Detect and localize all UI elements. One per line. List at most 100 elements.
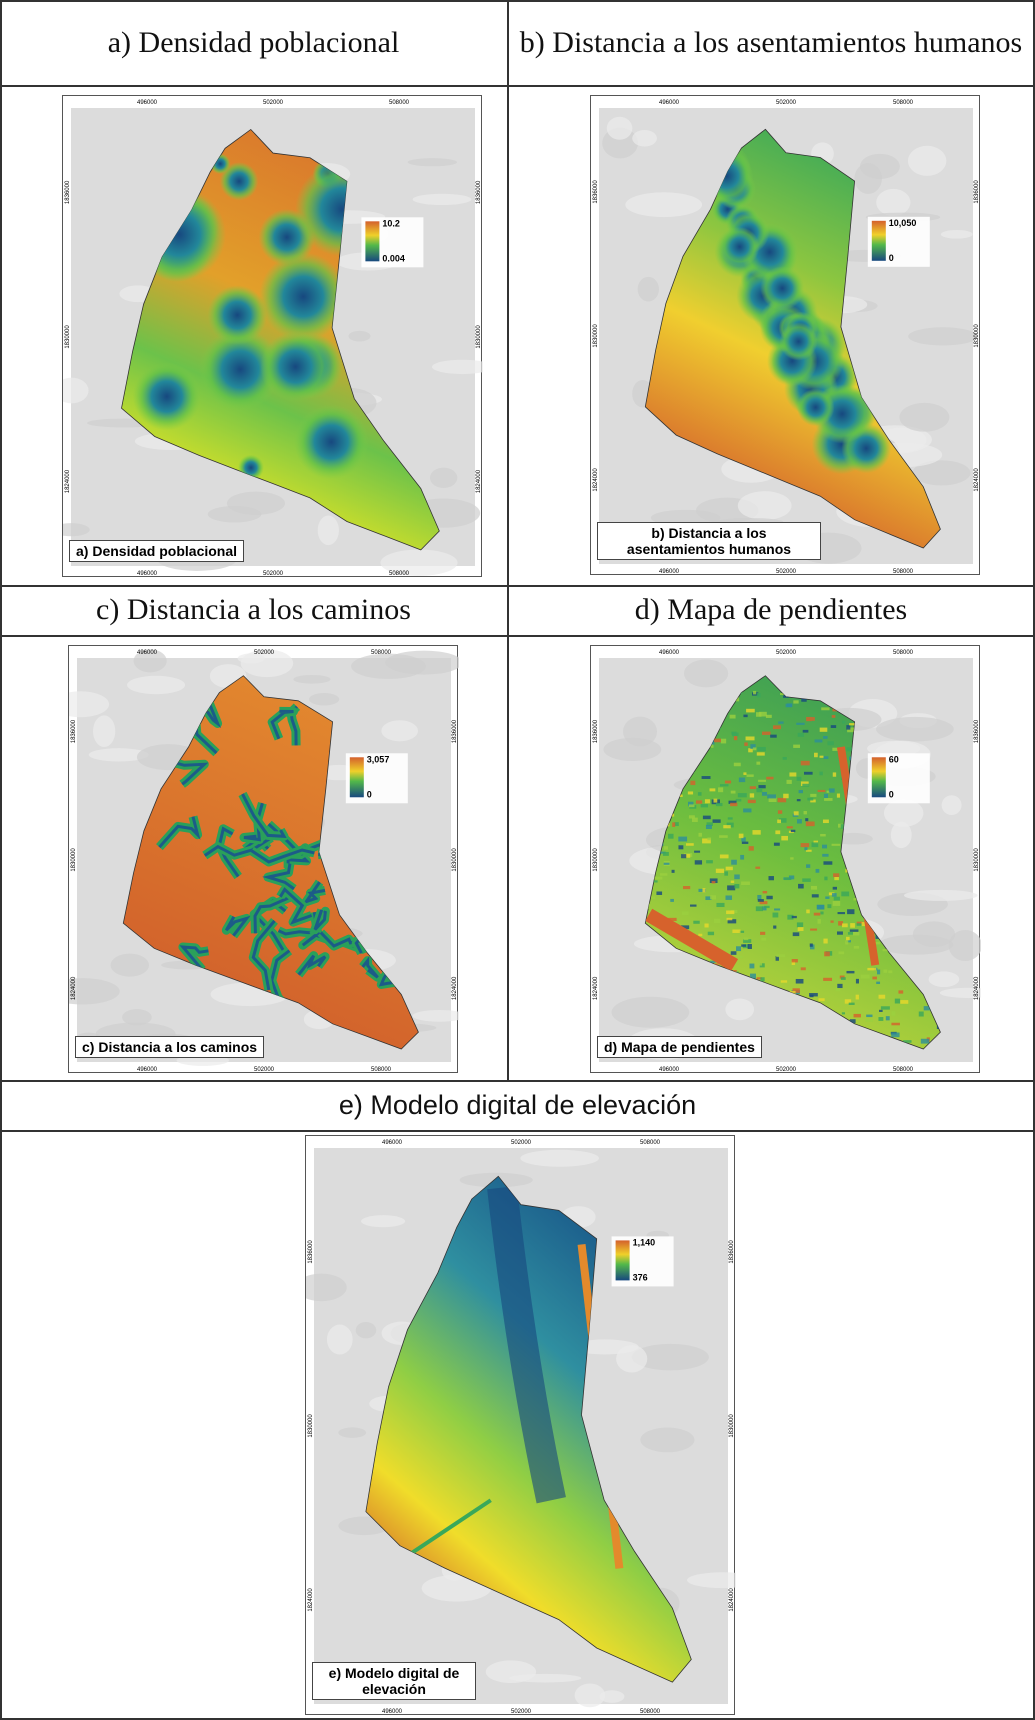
slope-cell	[885, 1016, 890, 1021]
relief	[908, 327, 978, 346]
slope-cell	[834, 876, 839, 881]
slope-cell	[672, 822, 676, 827]
map-label: b) Distancia a los asentamientos humanos	[597, 522, 821, 560]
slope-cell	[757, 899, 764, 902]
slope-cell	[802, 729, 809, 733]
y-coordinate: 1836000	[593, 180, 599, 204]
slope-cell	[918, 1011, 924, 1017]
slope-cell	[726, 822, 734, 828]
slope-cell	[719, 854, 729, 859]
slope-cell	[795, 978, 804, 984]
slope-cell	[762, 890, 768, 894]
slope-cell	[663, 862, 670, 865]
slope-cell	[746, 708, 755, 713]
table-rule	[1033, 0, 1035, 1720]
slope-cell	[765, 714, 772, 718]
slope-cell	[740, 854, 745, 860]
slope-cell	[830, 920, 834, 923]
slope-cell	[756, 752, 765, 756]
slope-cell	[792, 988, 800, 993]
slope-cell	[656, 891, 663, 895]
slope-cell	[823, 861, 833, 865]
slope-cell	[700, 804, 709, 808]
y-coordinate: 1830000	[593, 324, 599, 348]
slope-cell	[713, 918, 721, 923]
slope-cell	[846, 970, 855, 974]
slope-cell	[729, 714, 736, 719]
slope-cell	[903, 1040, 912, 1043]
slope-cell	[855, 994, 859, 1000]
slope-cell	[743, 937, 749, 941]
slope-cell	[883, 969, 888, 973]
slope-cell	[837, 983, 843, 989]
slope-cell	[691, 817, 698, 823]
slope-cell	[688, 804, 695, 808]
slope-cell	[651, 896, 656, 900]
legend-ramp	[365, 221, 380, 262]
slope-cell	[848, 1002, 855, 1005]
relief	[355, 1322, 377, 1339]
slope-cell	[662, 851, 669, 856]
y-coordinate: 1824000	[452, 976, 458, 1000]
map: 496000 496000 502000 502000 508000 508000 1836…	[63, 100, 483, 577]
relief	[833, 832, 873, 845]
relief	[348, 330, 371, 342]
slope-cell	[796, 799, 801, 802]
relief	[69, 978, 120, 1005]
slope-cell	[668, 917, 677, 921]
slope-cell	[741, 944, 747, 947]
slope-cell	[709, 788, 716, 792]
slope-cell	[760, 931, 766, 935]
slope-cell	[801, 697, 807, 702]
slope-cell	[842, 720, 846, 724]
relief	[867, 740, 921, 757]
slope-cell	[878, 1017, 884, 1021]
slope-cell	[701, 776, 711, 779]
slope-cell	[753, 690, 757, 695]
slope-cell	[768, 797, 777, 803]
slope-cell	[773, 842, 780, 846]
slope-cell	[719, 835, 728, 838]
settlement	[719, 226, 760, 267]
slope-cell	[789, 772, 797, 777]
table-rule	[0, 0, 2, 1720]
slope-cell	[747, 944, 752, 949]
slope-cell	[663, 846, 668, 850]
road-core	[241, 793, 287, 838]
slope-cell	[758, 711, 767, 717]
x-coordinate: 496000	[659, 1067, 680, 1073]
relief	[907, 145, 947, 176]
slope-cell	[846, 936, 850, 941]
slope-cell	[823, 756, 829, 759]
slope-cell	[724, 780, 732, 784]
x-coordinate: 502000	[776, 1067, 797, 1073]
slope-cell	[809, 994, 814, 998]
slope-cell	[822, 844, 828, 849]
slope-cell	[671, 869, 675, 873]
slope-cell	[710, 895, 717, 900]
slope-cell	[855, 978, 859, 984]
relief	[899, 402, 950, 432]
slope-cell	[824, 876, 828, 881]
slope-cell	[800, 843, 810, 848]
y-coordinate: 1836000	[974, 719, 980, 743]
x-coordinate: 502000	[263, 571, 284, 577]
relief	[306, 1273, 347, 1302]
settlement	[219, 162, 259, 201]
slope-cell	[831, 843, 841, 846]
legend-max: 1,140	[633, 1237, 656, 1247]
slope-cell	[845, 940, 849, 945]
x-coordinate: 496000	[659, 100, 680, 106]
settlement	[259, 252, 348, 341]
settlement	[760, 266, 805, 311]
relief	[625, 192, 703, 218]
slope-cell	[798, 789, 803, 794]
y-coordinate: 1824000	[65, 469, 71, 493]
slope-cell	[725, 866, 733, 871]
legend-max: 10,050	[889, 218, 917, 228]
slope-cell	[849, 1019, 856, 1024]
relief	[127, 675, 186, 695]
slope-cell	[857, 1011, 862, 1014]
slope-cell	[832, 886, 837, 890]
relief	[640, 1427, 695, 1453]
